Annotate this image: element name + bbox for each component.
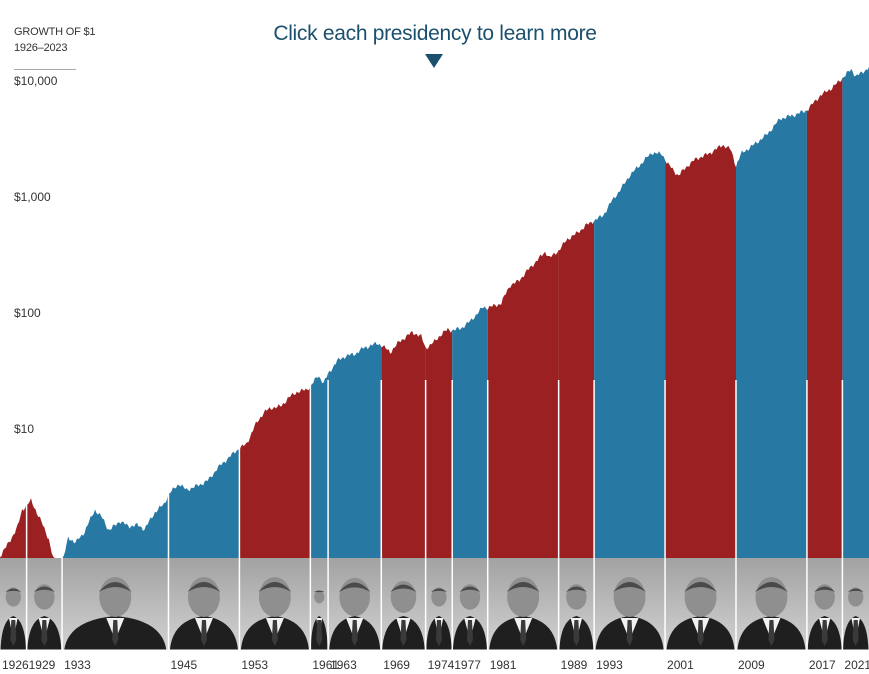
presidency-year-label[interactable]: 1981 (490, 658, 517, 672)
presidency-year-label[interactable]: 1926 (2, 658, 29, 672)
portrait-1953[interactable] (240, 577, 309, 650)
presidency-year-label[interactable]: 1974 (428, 658, 455, 672)
presidency-area-2009[interactable] (736, 110, 807, 559)
chart-subtitle: 1926–2023 (14, 42, 68, 54)
presidency-area-1953[interactable] (239, 385, 311, 558)
presidency-year-label[interactable]: 1963 (330, 658, 357, 672)
presidency-year-label[interactable]: 1933 (64, 658, 91, 672)
presidency-year-label[interactable]: 1993 (596, 658, 623, 672)
presidency-year-label[interactable]: 1953 (241, 658, 268, 672)
presidency-area-1945[interactable] (168, 449, 240, 558)
y-tick-label: $10,000 (14, 74, 58, 88)
portrait-1993[interactable] (595, 577, 664, 650)
portrait-1926[interactable] (0, 587, 27, 650)
instruction-text: Click each presidency to learn more (273, 22, 597, 45)
presidency-area-1977[interactable] (452, 306, 488, 558)
down-arrow-icon (425, 54, 443, 68)
portrait-1969[interactable] (382, 581, 425, 650)
portrait-2001[interactable] (666, 577, 735, 650)
chart-title: GROWTH OF $1 (14, 26, 96, 38)
portrait-1977[interactable] (452, 584, 487, 650)
presidency-year-label[interactable]: 2009 (738, 658, 765, 672)
chart-title-block: GROWTH OF $1 1926–2023 (14, 24, 96, 56)
title-divider (14, 69, 76, 70)
portrait-1974[interactable] (426, 587, 452, 650)
portrait-1961[interactable] (310, 590, 328, 650)
presidency-year-label[interactable]: 2021 (844, 658, 869, 672)
presidency-area-1974[interactable] (425, 327, 453, 558)
presidency-year-label[interactable]: 1961 (312, 658, 339, 672)
y-tick-label: $1,000 (14, 190, 51, 204)
portrait-1933[interactable] (64, 577, 167, 650)
presidency-area-1961[interactable] (310, 373, 329, 558)
portrait-2017[interactable] (807, 584, 842, 650)
presidency-area-1963[interactable] (328, 341, 382, 558)
portrait-1945[interactable] (169, 577, 238, 650)
presidency-year-label[interactable]: 1945 (170, 658, 197, 672)
y-tick-label: $100 (14, 306, 41, 320)
portrait-2021[interactable] (842, 587, 869, 650)
presidency-area-1981[interactable] (487, 250, 559, 558)
y-tick-label: $10 (14, 422, 34, 436)
presidency-area-2001[interactable] (665, 145, 736, 558)
presidency-year-label[interactable]: 2001 (667, 658, 694, 672)
presidency-area-1926[interactable] (0, 504, 27, 558)
presidency-area-2021[interactable] (842, 66, 869, 559)
portrait-1989[interactable] (559, 584, 594, 650)
presidency-area-1993[interactable] (594, 151, 666, 559)
portrait-1981[interactable] (489, 577, 558, 650)
presidency-area-2017[interactable] (806, 77, 843, 558)
presidency-area-1969[interactable] (381, 331, 426, 558)
portrait-1929[interactable] (27, 584, 62, 650)
presidency-year-label[interactable]: 1989 (561, 658, 588, 672)
presidency-area-1989[interactable] (558, 221, 595, 558)
presidency-area-1929[interactable] (26, 498, 63, 558)
presidency-year-label[interactable]: 2017 (809, 658, 836, 672)
presidency-year-label[interactable]: 1969 (383, 658, 410, 672)
presidency-area-1933[interactable] (62, 493, 169, 558)
portrait-1963[interactable] (329, 577, 381, 650)
presidency-year-label[interactable]: 1929 (29, 658, 56, 672)
presidency-year-label[interactable]: 1977 (454, 658, 481, 672)
portrait-2009[interactable] (737, 577, 806, 650)
